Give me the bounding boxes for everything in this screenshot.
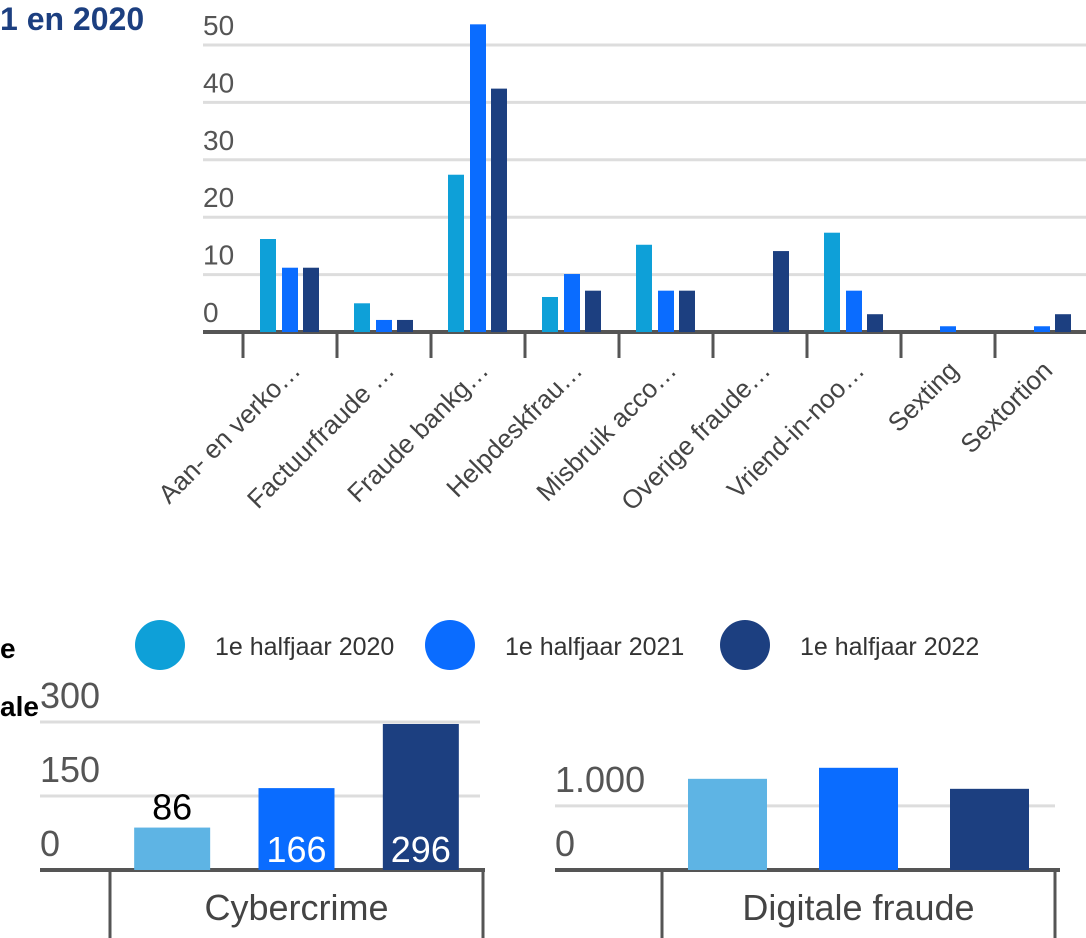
x-tick-label: Digitale fraude	[742, 887, 974, 928]
bar	[491, 88, 507, 333]
bar	[542, 296, 558, 332]
value-label: 296	[391, 829, 451, 870]
bar	[470, 24, 486, 333]
fragment: e	[0, 633, 16, 664]
bar	[867, 314, 883, 332]
bar	[354, 303, 370, 332]
bar	[846, 290, 862, 332]
y-tick-label: 0	[203, 297, 219, 328]
bar	[134, 827, 211, 870]
y-tick-label: 1.000	[555, 759, 645, 800]
bar	[382, 723, 459, 870]
bar	[658, 290, 674, 332]
y-tick-label: 30	[203, 125, 234, 156]
bar	[636, 244, 652, 332]
y-tick-label: 0	[555, 823, 575, 864]
bar	[564, 274, 580, 332]
bar	[950, 788, 1029, 870]
y-tick-label: 10	[203, 240, 234, 271]
x-tick-label: Cybercrime	[204, 887, 388, 928]
y-tick-label: 40	[203, 67, 234, 98]
y-tick-label: 50	[203, 10, 234, 41]
bar	[585, 290, 601, 332]
bar	[303, 267, 319, 332]
legend-marker	[135, 620, 185, 670]
y-tick-label: 20	[203, 182, 234, 213]
bar	[282, 267, 298, 332]
legend-marker	[720, 620, 770, 670]
x-tick-label: Sextortion	[954, 355, 1058, 459]
bar	[819, 767, 898, 870]
bar	[397, 319, 413, 332]
fragment: ale	[0, 691, 39, 722]
value-label: 166	[266, 829, 326, 870]
value-label: 86	[152, 787, 192, 828]
bar	[260, 239, 276, 332]
y-tick-label: 150	[40, 749, 100, 790]
bar	[448, 174, 464, 332]
bar	[940, 326, 956, 332]
bar	[258, 788, 335, 870]
x-tick-label: Sexting	[882, 355, 965, 438]
legend-label: 1e halfjaar 2022	[800, 633, 979, 661]
bar	[1034, 326, 1050, 332]
bar	[1055, 314, 1071, 332]
bar	[688, 778, 767, 870]
y-tick-label: 0	[40, 823, 60, 864]
bar	[376, 319, 392, 332]
bar	[679, 290, 695, 332]
legend-label: 1e halfjaar 2021	[505, 633, 684, 661]
bar	[773, 251, 789, 332]
y-tick-label: 300	[40, 675, 100, 716]
legend-marker	[425, 620, 475, 670]
bar	[824, 232, 840, 332]
legend-label: 1e halfjaar 2020	[215, 633, 394, 661]
title: 1 en 2020	[0, 1, 144, 37]
